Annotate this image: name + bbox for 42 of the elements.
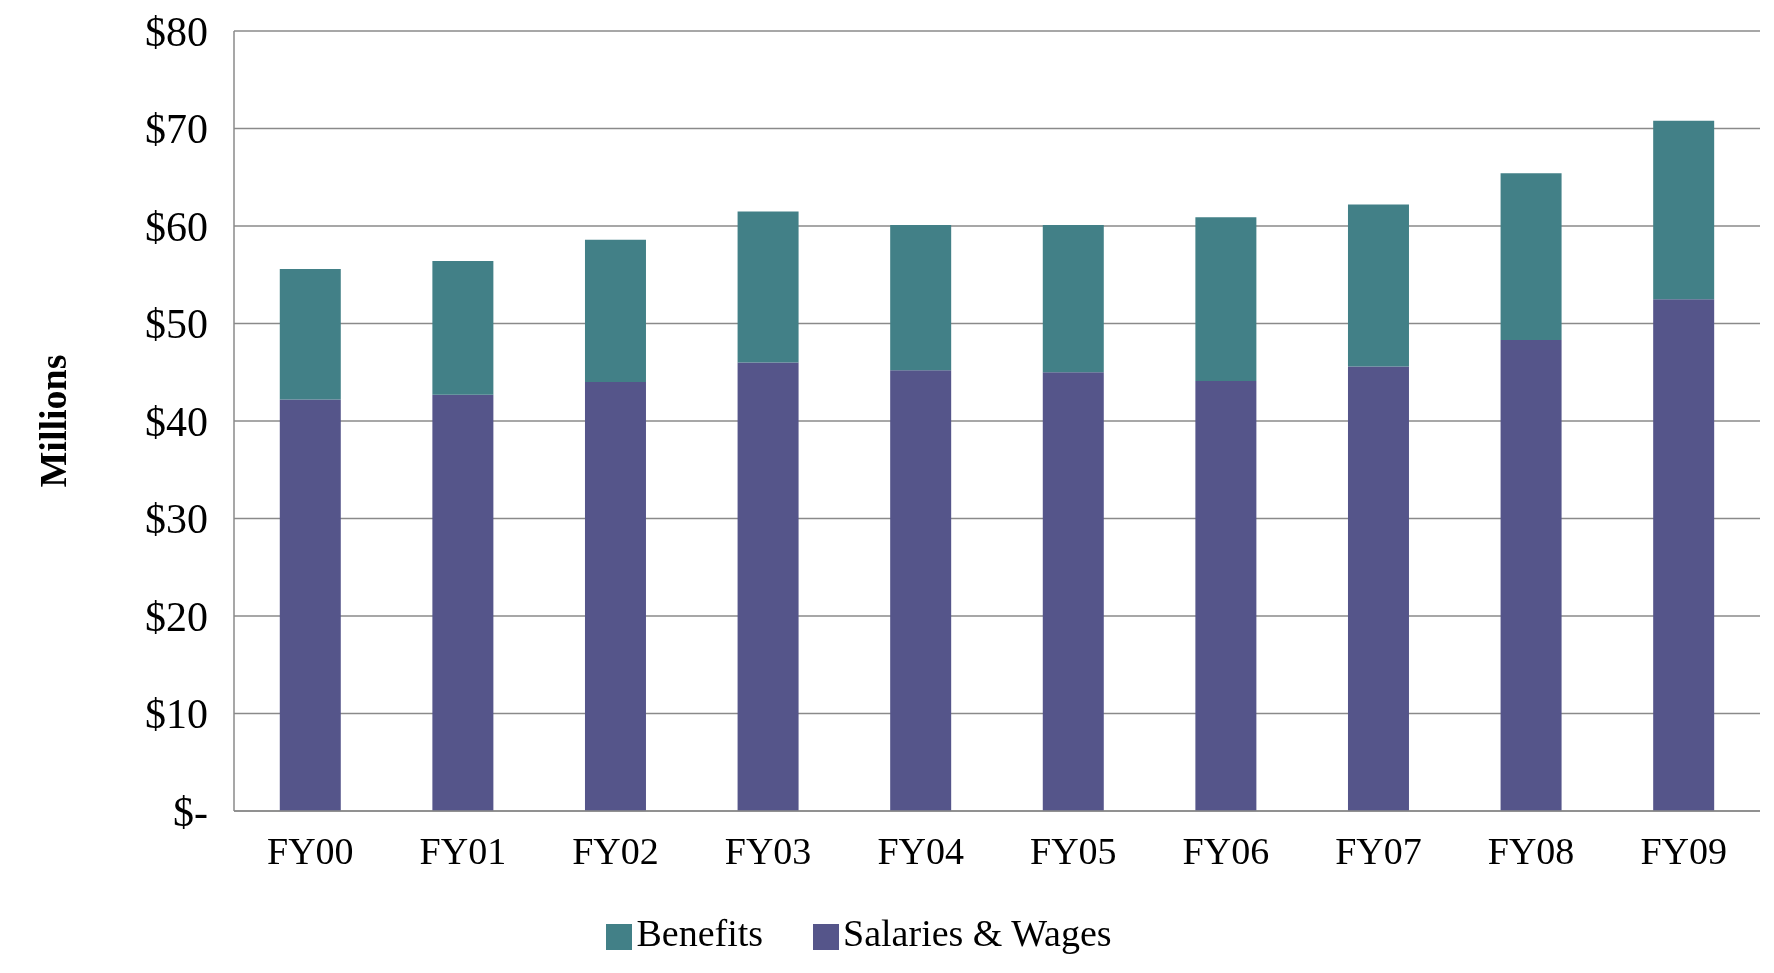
bar <box>1653 120 1715 300</box>
y-tick-label: $30 <box>145 496 208 543</box>
bar <box>279 399 341 811</box>
bar <box>1042 372 1104 811</box>
y-tick-label: $- <box>173 788 208 835</box>
y-tick-label: $80 <box>145 8 208 55</box>
y-tick-label: $10 <box>145 691 208 738</box>
y-tick-label: $50 <box>145 301 208 348</box>
bar <box>584 239 646 382</box>
bar <box>432 261 494 395</box>
bar <box>1500 173 1562 341</box>
bar <box>1347 204 1409 367</box>
bar <box>1500 340 1562 811</box>
bar <box>584 382 646 811</box>
x-tick-label: FY02 <box>572 829 659 872</box>
bar <box>279 268 341 400</box>
x-tick-label: FY00 <box>267 829 354 872</box>
x-tick-label: FY04 <box>877 829 964 872</box>
x-tick-label: FY09 <box>1640 829 1727 872</box>
x-tick-label: FY06 <box>1182 829 1270 872</box>
x-tick-label: FY01 <box>419 829 507 872</box>
bar <box>890 225 952 371</box>
legend-label: Benefits <box>636 912 764 954</box>
y-tick-label: $40 <box>145 398 208 445</box>
bar <box>1195 217 1257 382</box>
x-tick-label: FY05 <box>1030 829 1117 872</box>
bar <box>1653 299 1715 811</box>
x-tick-label: FY07 <box>1335 829 1422 872</box>
bar <box>737 211 799 363</box>
y-tick-label: $60 <box>145 203 208 250</box>
bar <box>1347 366 1409 811</box>
y-tick-label: $70 <box>145 106 208 153</box>
y-axis-title: Millions <box>32 354 75 488</box>
x-tick-label: FY08 <box>1487 829 1575 872</box>
bar <box>1042 225 1104 373</box>
bar <box>737 362 799 811</box>
bar <box>432 394 494 811</box>
y-tick-label: $20 <box>145 593 208 640</box>
bar <box>1195 381 1257 811</box>
bar <box>890 370 952 811</box>
x-tick-label: FY03 <box>724 829 812 872</box>
legend-label: Salaries & Wages <box>843 912 1112 954</box>
